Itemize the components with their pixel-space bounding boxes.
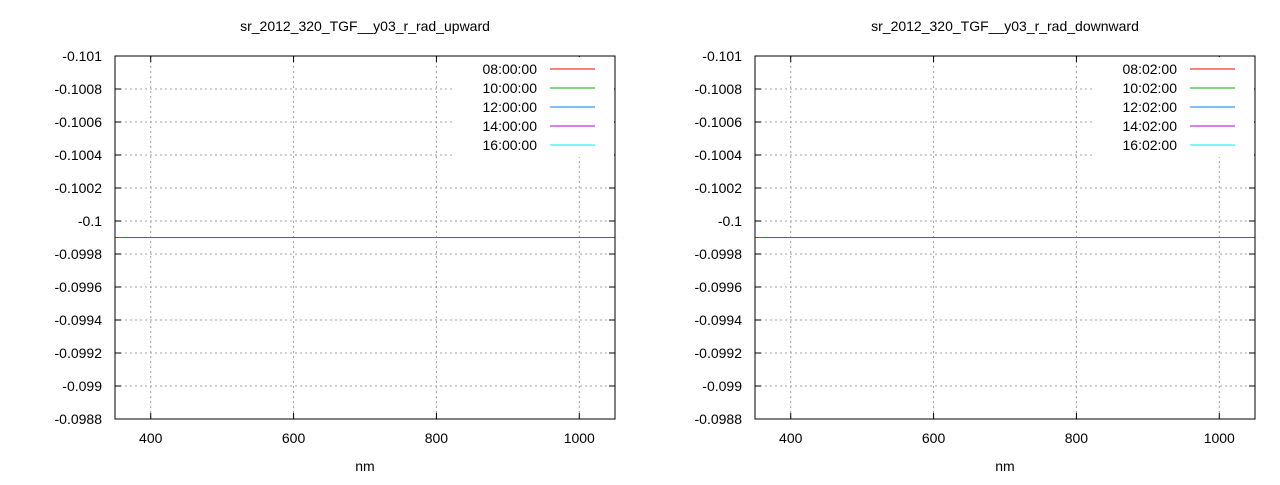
legend: 08:00:00 10:00:00 12:00:00 14:00:00 16:00:00 — [455, 57, 614, 157]
x-tick-label: 400 — [779, 430, 803, 446]
x-tick-label: 800 — [425, 430, 449, 446]
chart-title: sr_2012_320_TGF__y03_r_rad_upward — [240, 18, 490, 34]
x-tick-label: 600 — [922, 430, 946, 446]
y-tick-label: -0.101 — [62, 48, 102, 64]
legend-label: 08:00:00 — [483, 61, 538, 77]
y-tick-label: -0.0996 — [55, 279, 103, 295]
x-tick-label: 800 — [1065, 430, 1089, 446]
legend-label: 10:02:00 — [1123, 80, 1178, 96]
y-tick-label: -0.0994 — [695, 312, 743, 328]
legend-label: 16:00:00 — [483, 137, 538, 153]
y-tick-label: -0.1002 — [55, 180, 103, 196]
y-tick-label: -0.099 — [702, 378, 742, 394]
chart-title: sr_2012_320_TGF__y03_r_rad_downward — [871, 18, 1139, 34]
legend-label: 10:00:00 — [483, 80, 538, 96]
x-tick-label: 400 — [139, 430, 163, 446]
y-tick-label: -0.0998 — [55, 246, 103, 262]
y-tick-label: -0.1002 — [695, 180, 743, 196]
y-tick-label: -0.0992 — [695, 345, 743, 361]
x-tick-label: 600 — [282, 430, 306, 446]
legend-label: 08:02:00 — [1123, 61, 1178, 77]
y-tick-label: -0.0998 — [695, 246, 743, 262]
y-tick-label: -0.1 — [78, 213, 102, 229]
y-tick-label: -0.1004 — [55, 147, 103, 163]
y-tick-label: -0.1008 — [695, 81, 743, 97]
legend-label: 14:00:00 — [483, 118, 538, 134]
x-axis-label: nm — [355, 458, 374, 474]
y-tick-label: -0.1006 — [695, 114, 743, 130]
legend-label: 12:02:00 — [1123, 99, 1178, 115]
x-tick-label: 1000 — [1204, 430, 1235, 446]
y-tick-label: -0.0988 — [55, 411, 103, 427]
y-tick-label: -0.099 — [62, 378, 102, 394]
legend-label: 12:00:00 — [483, 99, 538, 115]
legend-label: 16:02:00 — [1123, 137, 1178, 153]
legend: 08:02:00 10:02:00 12:02:00 14:02:00 16:02:00 — [1095, 57, 1254, 157]
y-tick-label: -0.1 — [718, 213, 742, 229]
x-axis-label: nm — [995, 458, 1014, 474]
y-tick-label: -0.0988 — [695, 411, 743, 427]
y-tick-label: -0.0996 — [695, 279, 743, 295]
x-tick-label: 1000 — [564, 430, 595, 446]
legend-label: 14:02:00 — [1123, 118, 1178, 134]
y-tick-label: -0.0994 — [55, 312, 103, 328]
y-tick-label: -0.101 — [702, 48, 742, 64]
y-tick-label: -0.1006 — [55, 114, 103, 130]
plot-border — [754, 55, 1256, 420]
y-tick-label: -0.1008 — [55, 81, 103, 97]
y-tick-label: -0.0992 — [55, 345, 103, 361]
y-tick-label: -0.1004 — [695, 147, 743, 163]
chart-panel: sr_2012_320_TGF__y03_r_rad_upwardnm-0.10… — [55, 18, 616, 474]
plot-border — [114, 55, 616, 420]
